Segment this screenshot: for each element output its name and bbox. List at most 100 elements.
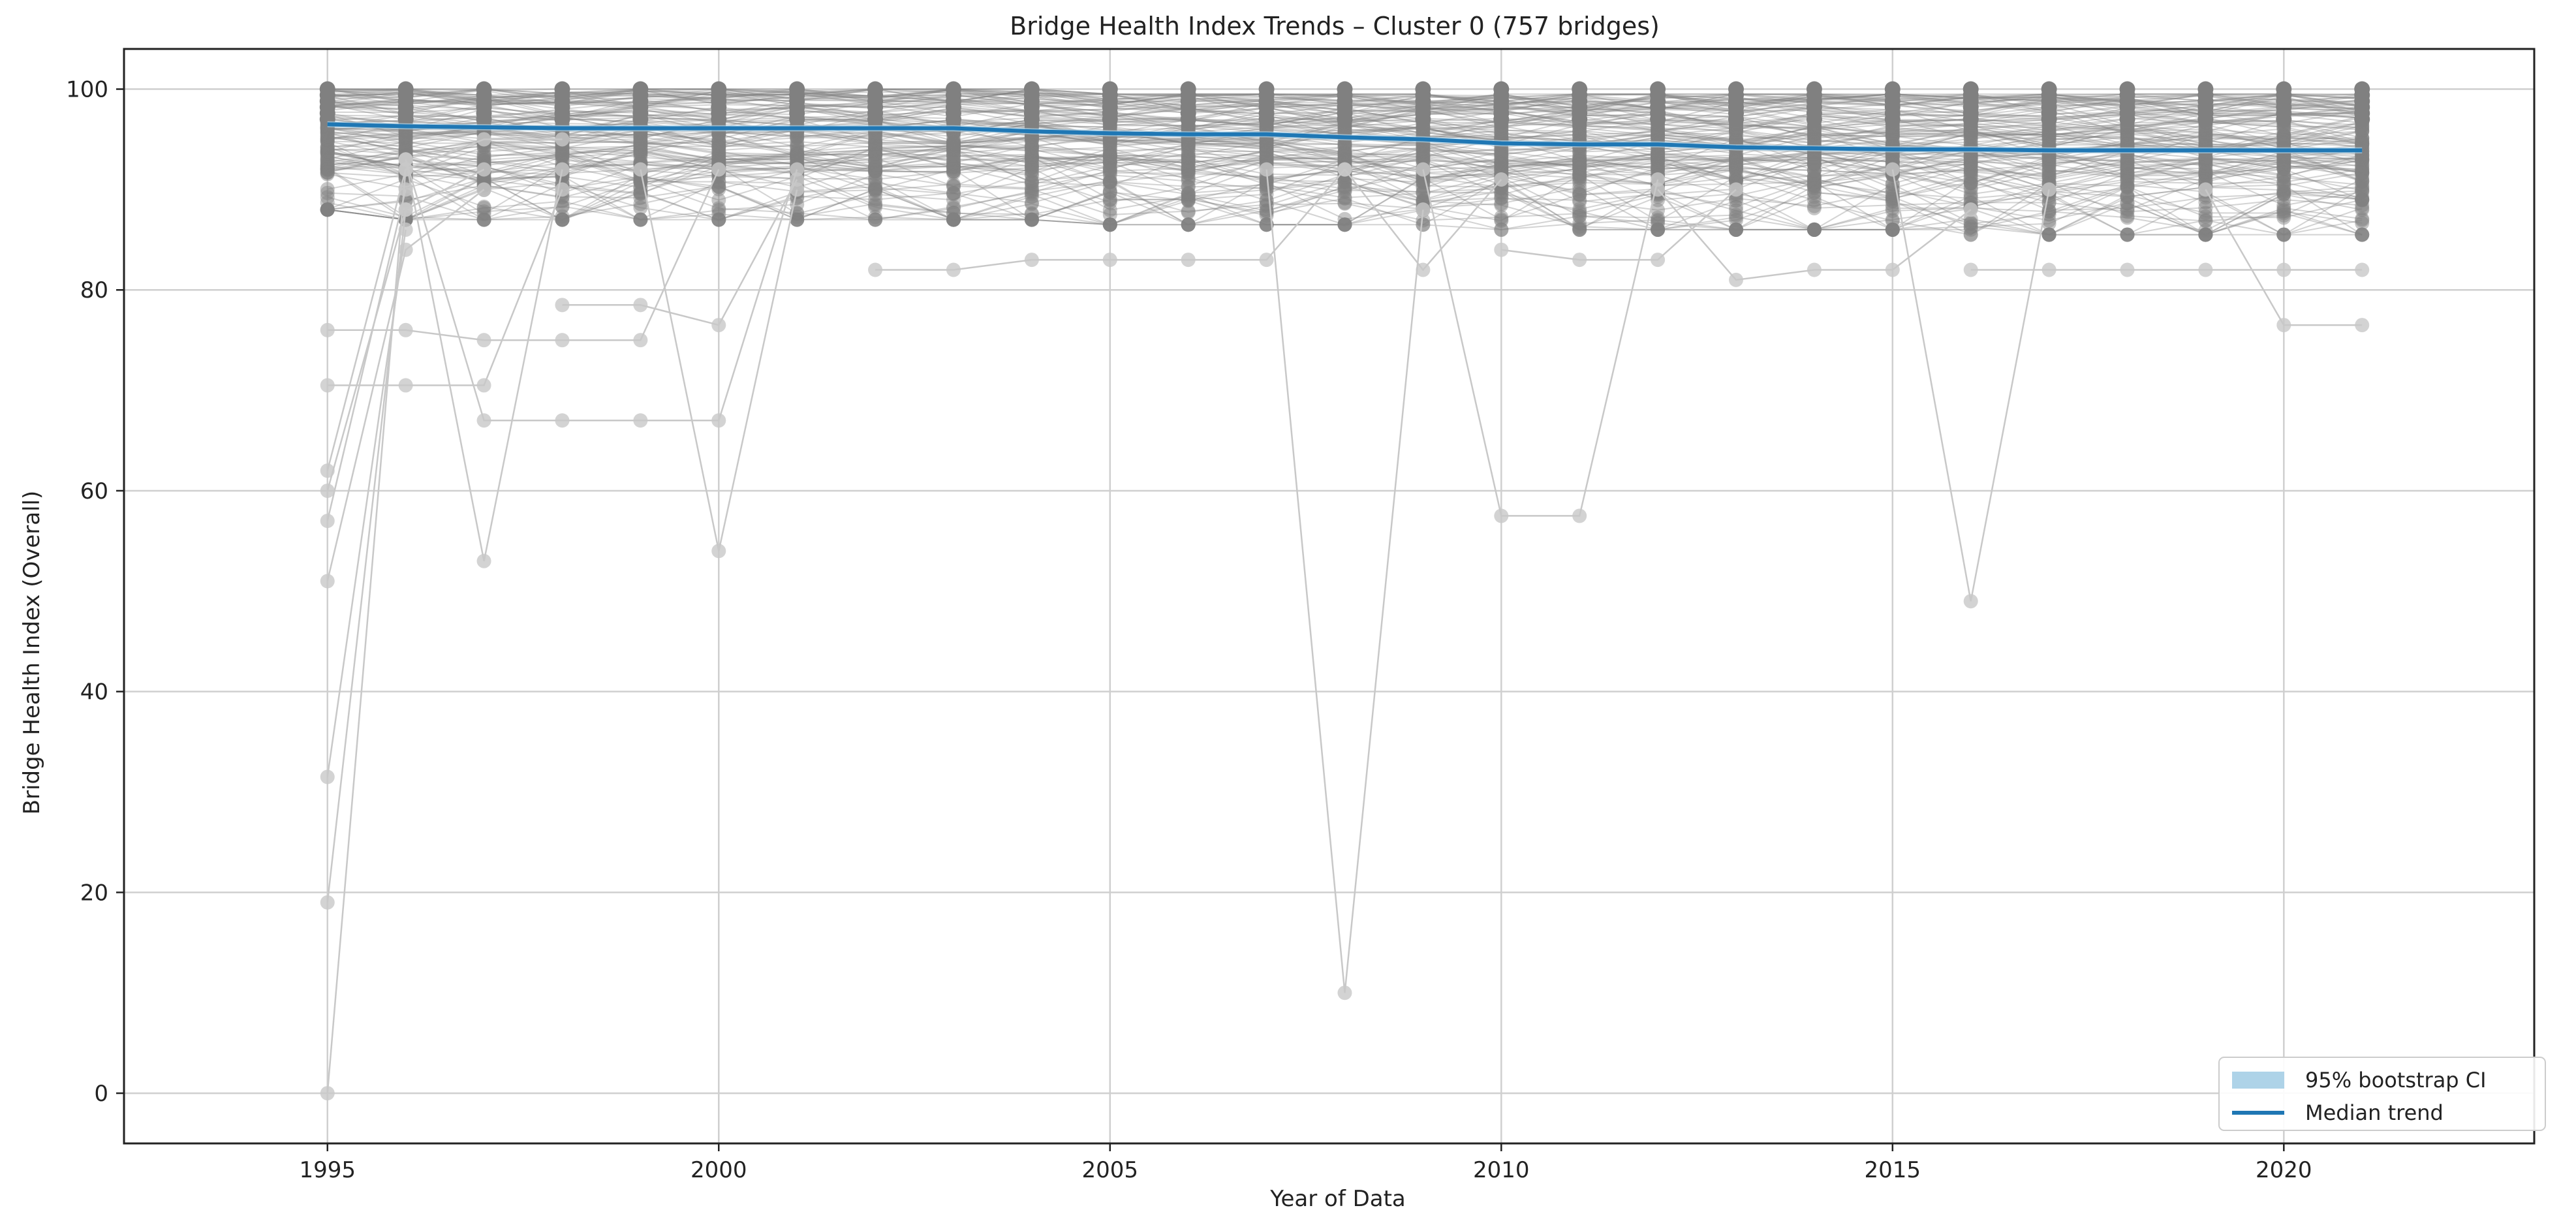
individual-point xyxy=(1572,170,1587,185)
individual-point xyxy=(1963,222,1978,237)
individual-point xyxy=(946,140,961,155)
individual-point xyxy=(1102,165,1117,180)
individual-point xyxy=(1259,135,1274,150)
individual-point xyxy=(711,212,726,227)
individual-point xyxy=(1729,147,1743,163)
individual-point xyxy=(1494,129,1509,144)
individual-point xyxy=(1963,157,1978,172)
individual-point xyxy=(1102,147,1117,163)
individual-point xyxy=(2276,161,2291,176)
individual-point xyxy=(1807,157,1822,172)
individual-point xyxy=(320,140,335,155)
individual-point xyxy=(1807,176,1822,191)
individual-point xyxy=(1416,217,1431,232)
outlier-point xyxy=(1416,162,1431,177)
individual-point xyxy=(868,141,883,156)
individual-point xyxy=(1651,128,1666,143)
individual-point xyxy=(320,131,335,146)
individual-trajectory xyxy=(327,135,2363,174)
individual-point xyxy=(868,164,883,179)
individual-point xyxy=(320,148,335,163)
outlier-point xyxy=(1259,162,1274,177)
individual-point xyxy=(1651,124,1666,139)
individual-point xyxy=(790,147,805,162)
individual-point xyxy=(2041,127,2056,142)
individual-point xyxy=(2198,165,2213,180)
individual-point xyxy=(945,81,961,97)
individual-point xyxy=(2355,213,2370,228)
individual-point xyxy=(1259,136,1274,151)
individual-point xyxy=(2198,157,2213,172)
individual-point xyxy=(2355,158,2370,172)
individual-point xyxy=(868,139,883,154)
individual-point xyxy=(320,202,335,217)
individual-point xyxy=(320,140,335,155)
individual-point xyxy=(711,146,726,161)
individual-point xyxy=(2041,227,2056,242)
individual-point xyxy=(1102,149,1117,164)
individual-point xyxy=(1572,151,1587,166)
individual-point xyxy=(868,176,883,190)
individual-point xyxy=(1651,153,1666,168)
individual-point xyxy=(1102,148,1117,163)
individual-point xyxy=(1885,222,1900,237)
individual-point xyxy=(2120,153,2135,168)
individual-point xyxy=(946,212,961,227)
individual-point xyxy=(1651,222,1666,237)
outlier-point xyxy=(1885,262,1900,277)
individual-point xyxy=(946,144,961,159)
individual-point xyxy=(1729,161,1743,176)
individual-point xyxy=(555,147,570,163)
individual-point xyxy=(1181,138,1196,153)
individual-point xyxy=(1181,192,1196,207)
individual-point xyxy=(1024,147,1039,162)
individual-point xyxy=(555,212,570,227)
individual-point xyxy=(1729,193,1743,208)
individual-point xyxy=(2354,81,2370,97)
individual-point xyxy=(2120,130,2135,145)
individual-point xyxy=(1102,153,1117,168)
individual-point xyxy=(1102,134,1117,149)
individual-point xyxy=(2198,213,2213,228)
individual-point xyxy=(1181,160,1196,175)
individual-point xyxy=(1102,174,1117,189)
individual-point xyxy=(2041,227,2056,242)
individual-point xyxy=(1729,127,1743,141)
individual-point xyxy=(2120,227,2135,242)
individual-point xyxy=(2355,165,2370,180)
outlier-point xyxy=(398,242,413,257)
outlier-point xyxy=(320,322,335,337)
individual-point xyxy=(1729,163,1743,178)
individual-point xyxy=(1494,196,1509,211)
individual-point xyxy=(2198,172,2213,187)
individual-point xyxy=(868,151,883,165)
individual-point xyxy=(1572,128,1587,143)
outlier-point xyxy=(1728,182,1743,197)
individual-point xyxy=(2120,208,2135,223)
individual-point xyxy=(1807,198,1822,213)
individual-point xyxy=(946,205,961,220)
individual-point xyxy=(1729,151,1743,166)
individual-point xyxy=(1181,193,1196,208)
individual-point xyxy=(1102,141,1117,156)
individual-point xyxy=(2198,150,2213,165)
individual-point xyxy=(2120,127,2135,141)
individual-point xyxy=(2355,202,2370,217)
individual-point xyxy=(1963,174,1978,189)
individual-point xyxy=(1651,145,1666,160)
outlier-point xyxy=(1494,172,1509,187)
individual-point xyxy=(1102,183,1117,198)
individual-point xyxy=(711,151,726,166)
individual-point xyxy=(1651,222,1666,237)
individual-point xyxy=(790,146,805,161)
individual-point xyxy=(1494,151,1509,166)
individual-point xyxy=(1963,227,1978,242)
individual-point xyxy=(1024,151,1039,166)
individual-point xyxy=(2198,132,2213,147)
outlier-point xyxy=(476,553,491,568)
individual-point xyxy=(1416,145,1431,160)
individual-point xyxy=(2355,151,2370,166)
individual-point xyxy=(320,202,335,217)
outlier-point xyxy=(398,152,413,167)
y-tick-label: 20 xyxy=(80,880,108,906)
